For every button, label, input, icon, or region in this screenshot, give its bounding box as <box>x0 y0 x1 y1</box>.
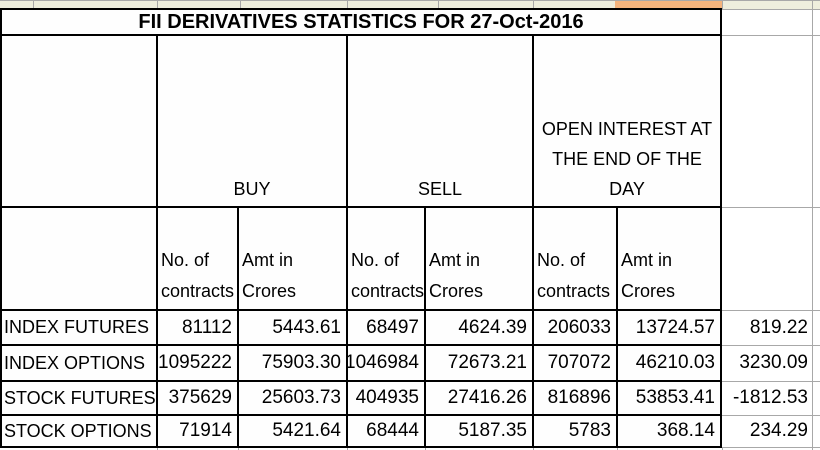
subheader-buy-contracts: No. of contracts <box>158 208 237 309</box>
gridline <box>240 1 241 10</box>
gridline <box>812 9 813 450</box>
gridline <box>157 448 158 450</box>
group-header-buy: BUY <box>158 36 346 206</box>
gridline <box>347 1 348 10</box>
cell-stock-options-oi-contracts: 5783 <box>534 416 616 446</box>
cell-index-options-buy-contracts: 1095222 <box>158 346 237 380</box>
cell-stock-options-buy-amount: 5421.64 <box>239 416 346 446</box>
cell-index-futures-sell-amount: 4624.39 <box>426 311 532 344</box>
fii-derivatives-table: FII DERIVATIVES STATISTICS FOR 27-Oct-20… <box>0 8 722 448</box>
gridline <box>438 1 439 10</box>
gridline <box>347 448 348 450</box>
gridline <box>617 448 618 450</box>
gridline <box>722 448 723 450</box>
cell-index-options-sell-contracts: 1046984 <box>348 346 424 380</box>
row-label-index-futures: INDEX FUTURES <box>2 311 156 344</box>
corner-cell <box>2 208 156 309</box>
subheader-sell-contracts: No. of contracts <box>348 208 424 309</box>
cell-stock-futures-buy-contracts: 375629 <box>158 382 237 414</box>
gridline <box>157 1 158 10</box>
table-title: FII DERIVATIVES STATISTICS FOR 27-Oct-20… <box>2 10 720 34</box>
row-label-index-options: INDEX OPTIONS <box>2 346 156 380</box>
gridline <box>722 9 820 10</box>
subheader-buy-amount: Amt in Crores <box>239 208 346 309</box>
gridline <box>722 381 820 382</box>
gridline <box>722 310 820 311</box>
cell-index-futures-oi-contracts: 206033 <box>534 311 616 344</box>
cell-index-futures-buy-amount: 5443.61 <box>239 311 346 344</box>
gridline <box>722 207 820 208</box>
gridline <box>812 1 813 10</box>
net-value-index-futures: 819.22 <box>722 311 811 344</box>
gridline <box>722 345 820 346</box>
net-value-stock-futures: -1812.53 <box>722 382 811 414</box>
cell-stock-options-sell-contracts: 68444 <box>348 416 424 446</box>
net-value-index-options: 3230.09 <box>722 346 811 380</box>
cell-stock-options-oi-amount: 368.14 <box>618 416 720 446</box>
subheader-oi-amount: Amt in Crores <box>618 208 720 309</box>
cell-index-options-buy-amount: 75903.30 <box>239 346 346 380</box>
cell-index-options-oi-contracts: 707072 <box>534 346 616 380</box>
corner-cell <box>2 36 156 206</box>
row-label-stock-options: STOCK OPTIONS <box>2 416 156 446</box>
cell-stock-futures-sell-contracts: 404935 <box>348 382 424 414</box>
cell-stock-options-sell-amount: 5187.35 <box>426 416 532 446</box>
cell-stock-futures-buy-amount: 25603.73 <box>239 382 346 414</box>
gridline <box>722 35 820 36</box>
group-header-open-interest: OPEN INTEREST AT THE END OF THE DAY <box>534 36 720 206</box>
highlighted-cell <box>615 1 722 10</box>
cell-stock-options-buy-contracts: 71914 <box>158 416 237 446</box>
gridline <box>425 448 426 450</box>
top-row-strip <box>0 0 820 10</box>
gridline <box>722 415 820 416</box>
gridline <box>33 1 34 10</box>
group-header-sell: SELL <box>348 36 532 206</box>
row-label-stock-futures: STOCK FUTURES <box>2 382 156 414</box>
cell-stock-futures-oi-contracts: 816896 <box>534 382 616 414</box>
subheader-oi-contracts: No. of contracts <box>534 208 616 309</box>
gridline <box>238 448 239 450</box>
gridline <box>533 1 534 10</box>
net-value-stock-options: 234.29 <box>722 416 811 446</box>
cell-index-options-oi-amount: 46210.03 <box>618 346 720 380</box>
gridline <box>722 1 723 10</box>
cell-stock-futures-sell-amount: 27416.26 <box>426 382 532 414</box>
cell-index-futures-sell-contracts: 68497 <box>348 311 424 344</box>
gridline <box>722 447 820 448</box>
subheader-sell-amount: Amt in Crores <box>426 208 532 309</box>
cell-stock-futures-oi-amount: 53853.41 <box>618 382 720 414</box>
cell-index-futures-oi-amount: 13724.57 <box>618 311 720 344</box>
gridline <box>533 448 534 450</box>
cell-index-options-sell-amount: 72673.21 <box>426 346 532 380</box>
cell-index-futures-buy-contracts: 81112 <box>158 311 237 344</box>
